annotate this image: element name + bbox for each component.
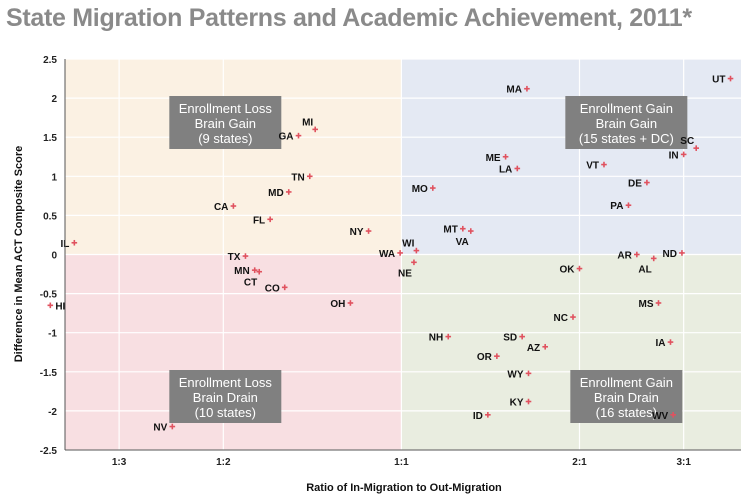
x-tick-label: 1:1 <box>394 457 409 468</box>
axes: 2.5 2 1.5 1 0.5 0 -0.5 -1 -1.5 -2 -2.5 1:3 1:2 1:1 2:1… <box>40 55 741 468</box>
point-label: SD <box>503 333 517 344</box>
point-label: MD <box>268 188 284 199</box>
point-label: MS <box>638 299 653 310</box>
quadrant-label-text: Enrollment Gain <box>580 375 673 390</box>
point-label: MT <box>443 225 457 236</box>
y-tick-label: -1.5 <box>40 368 58 379</box>
point-label: ND <box>662 249 676 260</box>
point-label: OR <box>477 352 493 363</box>
point-label: KY <box>510 398 524 409</box>
point-label: ME <box>486 153 501 164</box>
point-label: NY <box>350 227 364 238</box>
quadrant-label-text: (15 states + DC) <box>579 131 674 146</box>
quadrant-label-text: Enrollment Loss <box>179 101 273 116</box>
point-label: UT <box>712 75 725 86</box>
point-label: IN <box>669 150 679 161</box>
x-tick-label: 3:1 <box>676 457 691 468</box>
point-label: NC <box>554 313 568 324</box>
point-label: IA <box>655 338 665 349</box>
y-axis-label: Difference in Mean ACT Composite Score <box>13 146 25 363</box>
y-tick-label: 2 <box>51 94 57 105</box>
quadrant-top-left <box>65 59 402 255</box>
point-label: TN <box>291 172 304 183</box>
y-tick-label: 0 <box>51 251 57 262</box>
point-label: WI <box>402 239 414 250</box>
x-tick-label: 1:3 <box>112 457 127 468</box>
y-tick-label: -2.5 <box>40 446 58 457</box>
quadrant-label-box <box>169 96 282 149</box>
point-label: OK <box>559 265 575 276</box>
x-axis-label: Ratio of In-Migration to Out-Migration <box>306 482 502 494</box>
y-tick-label: 1.5 <box>43 133 57 144</box>
y-tick-label: -1 <box>48 329 57 340</box>
point-label: FL <box>253 215 265 226</box>
point-label: CO <box>265 283 280 294</box>
point-label: ID <box>473 411 483 422</box>
point-label: HI <box>55 301 65 312</box>
quadrant-label-box <box>565 96 688 149</box>
point-label: OH <box>330 299 345 310</box>
quadrant-label-text: (16 states) <box>596 405 657 420</box>
chart-title: State Migration Patterns and Academic Ac… <box>6 4 692 32</box>
point-label: NV <box>153 423 167 434</box>
point-label: GA <box>279 132 294 143</box>
y-tick-label: 1 <box>51 172 57 183</box>
x-tick-label: 2:1 <box>572 457 587 468</box>
point-label: VT <box>586 161 599 172</box>
y-tick-label: -2 <box>48 407 57 418</box>
quadrant-label-text: Enrollment Loss <box>179 375 273 390</box>
point-label: MI <box>302 117 313 128</box>
y-tick-label: 2.5 <box>43 55 57 66</box>
point-label: NE <box>398 268 412 279</box>
point-label: CT <box>244 278 257 289</box>
quadrant-label-box <box>570 370 683 423</box>
point-label: SC <box>680 136 694 147</box>
point-label: WY <box>507 369 523 380</box>
point-label: CA <box>214 202 228 213</box>
quadrant-label-text: Brain Gain <box>195 116 256 131</box>
point-label: MO <box>412 184 428 195</box>
point-label: TX <box>228 252 241 263</box>
quadrant-label-text: Brain Drain <box>193 390 258 405</box>
quadrant-label-text: Brain Gain <box>596 116 657 131</box>
point-label: WV <box>652 411 668 422</box>
point-label: NH <box>429 333 443 344</box>
quadrant-label-text: Brain Drain <box>594 390 659 405</box>
y-tick-label: 0.5 <box>43 211 57 222</box>
quadrant-label-text: (9 states) <box>198 131 252 146</box>
point-label: AR <box>617 251 632 262</box>
point-label: LA <box>499 164 512 175</box>
point-label: DE <box>628 179 642 190</box>
quadrant-label-box <box>169 370 282 423</box>
point-label: AZ <box>527 343 540 354</box>
quadrant-label-text: (10 states) <box>195 405 256 420</box>
point-label: VA <box>456 237 469 248</box>
point-label: WA <box>379 249 395 260</box>
point-label: MA <box>506 85 522 96</box>
point-label: PA <box>610 201 623 212</box>
y-tick-label: -0.5 <box>40 290 58 301</box>
point-label: MN <box>234 266 250 277</box>
point-label: AL <box>638 264 651 275</box>
x-tick-label: 1:2 <box>216 457 231 468</box>
quadrant-label-text: Enrollment Gain <box>580 101 673 116</box>
data-points: UTMAMIGASCINMEVTLATNDEMOMDPACAFLMTNYVAIL… <box>47 75 734 434</box>
